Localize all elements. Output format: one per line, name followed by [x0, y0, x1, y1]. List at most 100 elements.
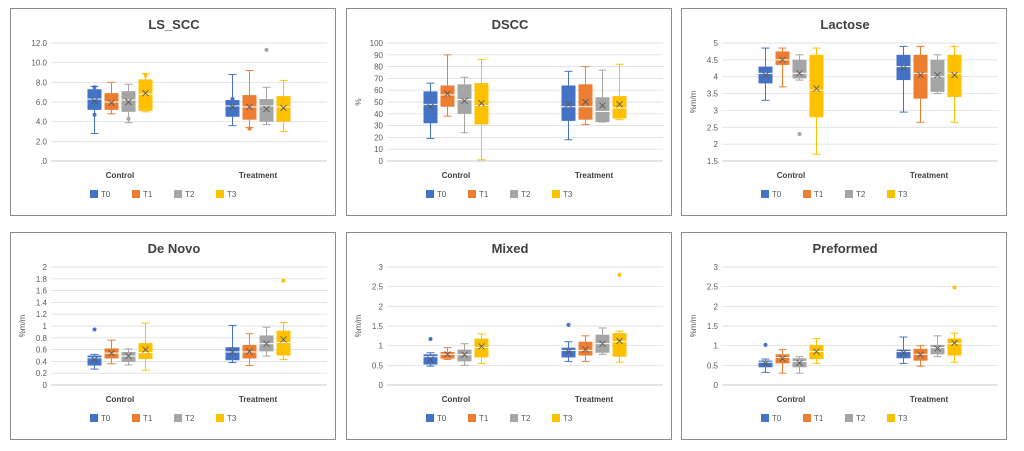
- y-tick-label: 80: [374, 63, 383, 72]
- box-T3-treatment: [947, 45, 962, 123]
- box-T2-control: [121, 348, 136, 366]
- mean-marker: [444, 90, 451, 98]
- box-T3-treatment: [612, 272, 627, 363]
- y-tick-label: 4: [714, 73, 719, 82]
- y-tick-label: 3: [379, 263, 384, 272]
- mean-marker: [142, 346, 149, 353]
- box-T3-treatment: [612, 63, 627, 121]
- y-axis-label: %m/m: [18, 314, 27, 337]
- box-iqr: [792, 59, 807, 79]
- y-tick-label: 0.5: [372, 361, 384, 370]
- box-iqr: [561, 85, 576, 121]
- box-T3-control: [809, 338, 824, 364]
- box-iqr: [259, 99, 274, 122]
- box-T2-control: [792, 54, 807, 137]
- y-tick-label: 0: [43, 381, 48, 390]
- outlier-point: [230, 97, 235, 102]
- box-iqr: [947, 54, 962, 97]
- box-T2-treatment: [595, 69, 610, 123]
- legend-swatch: [510, 190, 518, 198]
- legend-label: T2: [185, 190, 195, 199]
- y-tick-label: 12.0: [31, 39, 47, 48]
- box-iqr: [276, 96, 291, 122]
- outlier-point: [617, 272, 622, 277]
- legend-label: T1: [814, 414, 824, 423]
- mean-marker: [91, 356, 98, 363]
- box-iqr: [561, 347, 576, 358]
- mean-marker: [91, 97, 98, 105]
- y-tick-label: 2: [43, 263, 48, 272]
- y-tick-label: 1.8: [36, 275, 48, 284]
- y-tick-label: 8.0: [36, 78, 48, 87]
- box-T0-treatment: [561, 322, 576, 362]
- legend-swatch: [426, 190, 434, 198]
- y-tick-label: 4.5: [707, 56, 719, 65]
- outlier-point: [264, 47, 269, 52]
- box-T3-control: [474, 333, 489, 364]
- chart-panel-mixed: Mixed %m/m 0 0.5 1 1.5 2 2.5 3 Control Treatment T0…: [346, 232, 672, 440]
- legend-swatch: [468, 190, 476, 198]
- mean-marker: [762, 71, 769, 79]
- mean-marker: [427, 356, 434, 363]
- legend-label: T0: [101, 190, 111, 199]
- x-category-label: Treatment: [239, 395, 278, 404]
- box-T0-control: [423, 82, 438, 140]
- mean-marker: [565, 101, 572, 108]
- legend-label: T0: [772, 190, 782, 199]
- box-iqr: [87, 355, 102, 366]
- y-tick-label: 20: [374, 133, 383, 142]
- box-T2-treatment: [259, 47, 274, 126]
- outlier-point: [952, 285, 957, 290]
- y-tick-label: 40: [374, 110, 383, 119]
- y-tick-label: 0: [379, 157, 384, 166]
- legend-label: T0: [437, 414, 447, 423]
- legend-label: T1: [143, 190, 153, 199]
- legend-label: T0: [437, 190, 447, 199]
- chart-title: DSCC: [492, 17, 529, 32]
- chart-svg: LS_SCC .0 2.0 4.0 6.0 8.0 10.0 12.0 Control Treat…: [31, 17, 327, 199]
- legend-label: T2: [856, 190, 866, 199]
- y-tick-label: 1: [379, 342, 384, 351]
- y-axis-label: %m/m: [689, 90, 698, 113]
- y-tick-label: 2.0: [36, 137, 48, 146]
- legend-label: T2: [521, 190, 531, 199]
- mean-marker: [599, 102, 606, 109]
- legend-swatch: [216, 190, 224, 198]
- outlier-point: [92, 112, 97, 117]
- mean-marker: [813, 348, 820, 355]
- box-T2-treatment: [930, 54, 945, 95]
- chart-svg: Preformed %m/m 0 0.5 1 1.5 2 2.5 3 Control Treatme…: [689, 241, 998, 423]
- box-T3-control: [138, 322, 153, 371]
- box-iqr: [578, 341, 593, 356]
- y-tick-label: 0.2: [36, 369, 48, 378]
- mean-marker: [900, 349, 907, 357]
- mean-marker: [108, 99, 115, 107]
- x-category-label: Treatment: [575, 171, 614, 180]
- mean-marker: [582, 346, 589, 353]
- y-tick-label: 2.5: [372, 283, 384, 292]
- chart-svg: Mixed %m/m 0 0.5 1 1.5 2 2.5 3 Control Treatment T0…: [354, 241, 663, 423]
- box-T3-control: [809, 47, 824, 155]
- y-tick-label: 100: [370, 39, 384, 48]
- legend-swatch: [426, 414, 434, 422]
- x-category-label: Treatment: [239, 171, 278, 180]
- y-tick-label: 1: [43, 322, 48, 331]
- mean-marker: [461, 97, 468, 105]
- box-T3-control: [474, 59, 489, 161]
- box-iqr: [121, 351, 136, 362]
- mean-marker: [229, 103, 236, 111]
- box-iqr: [913, 54, 928, 99]
- box-T0-control: [87, 85, 102, 134]
- box-iqr: [612, 333, 627, 357]
- outlier-point: [566, 322, 571, 327]
- y-tick-label: 50: [374, 98, 383, 107]
- legend-swatch: [761, 190, 769, 198]
- box-T1-treatment: [242, 70, 257, 131]
- box-T2-control: [457, 343, 472, 366]
- mean-marker: [582, 98, 589, 106]
- legend-swatch: [90, 190, 98, 198]
- mean-marker: [263, 340, 270, 348]
- box-iqr: [775, 51, 790, 65]
- box-iqr: [595, 97, 610, 123]
- y-tick-label: 0: [379, 381, 384, 390]
